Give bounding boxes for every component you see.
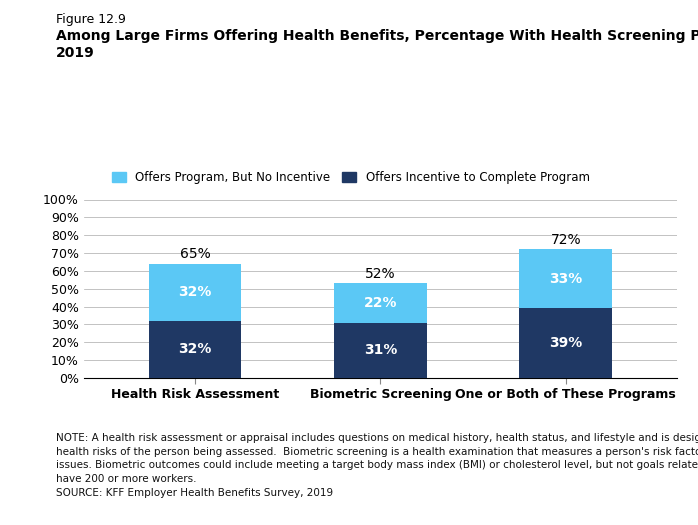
Text: Figure 12.9: Figure 12.9 [56, 13, 126, 26]
Bar [149, 321, 242, 378]
Bar [334, 323, 426, 378]
Text: 32%: 32% [178, 285, 211, 299]
Legend: Offers Program, But No Incentive, Offers Incentive to Complete Program: Offers Program, But No Incentive, Offers… [107, 166, 595, 188]
Text: 72%: 72% [551, 233, 581, 247]
Text: Among Large Firms Offering Health Benefits, Percentage With Health Screening Pro: Among Large Firms Offering Health Benefi… [56, 29, 698, 60]
Bar [519, 308, 612, 378]
Text: 31%: 31% [364, 343, 397, 358]
Bar [519, 249, 612, 308]
Text: 39%: 39% [549, 336, 582, 350]
Bar [149, 264, 242, 321]
Text: 65%: 65% [179, 247, 210, 261]
Text: 52%: 52% [365, 267, 396, 281]
Text: NOTE: A health risk assessment or appraisal includes questions on medical histor: NOTE: A health risk assessment or apprai… [56, 433, 698, 498]
Text: 32%: 32% [178, 342, 211, 356]
Text: 33%: 33% [549, 272, 582, 286]
Bar [334, 284, 426, 323]
Text: 22%: 22% [364, 296, 397, 310]
